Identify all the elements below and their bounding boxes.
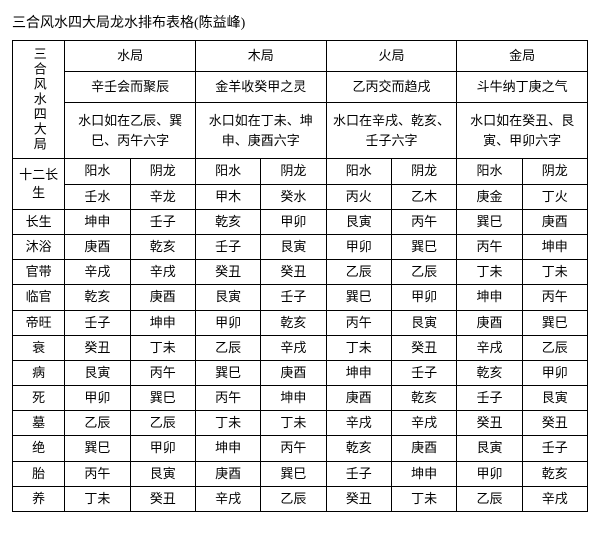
table-row: 绝 巽巳甲卯坤申丙午 乾亥庚酉艮寅壬子	[13, 436, 588, 461]
table-row: 病 艮寅丙午巽巳庚酉 坤申壬子乾亥甲卯	[13, 360, 588, 385]
motto-cell: 辛壬会而聚辰	[65, 72, 196, 103]
exit-cell: 水口如在丁未、坤申、庚酉六字	[195, 103, 326, 159]
exit-cell: 水口在辛戌、乾亥、壬子六字	[326, 103, 457, 159]
sub-header: 阴龙	[391, 159, 456, 184]
stage-header: 十二长生	[13, 159, 65, 209]
page-title: 三合风水四大局龙水排布表格(陈益峰)	[12, 12, 588, 32]
stage-label: 养	[13, 486, 65, 511]
stage-label: 衰	[13, 335, 65, 360]
table-row: 墓 乙辰乙辰丁未丁未 辛戌辛戌癸丑癸丑	[13, 411, 588, 436]
stage-label: 绝	[13, 436, 65, 461]
sub-header: 阳水	[457, 159, 522, 184]
table-row: 胎 丙午艮寅庚酉巽巳 壬子坤申甲卯乾亥	[13, 461, 588, 486]
table-row: 壬水辛龙甲木癸水 丙火乙木庚金丁火	[13, 184, 588, 209]
table-row: 沐浴 庚酉乾亥壬子艮寅 甲卯巽巳丙午坤申	[13, 234, 588, 259]
bureau-header: 火局	[326, 41, 457, 72]
stage-label: 临官	[13, 285, 65, 310]
stage-label: 墓	[13, 411, 65, 436]
sub-header: 阴龙	[522, 159, 587, 184]
motto-cell: 乙丙交而趋戌	[326, 72, 457, 103]
motto-cell: 金羊收癸甲之灵	[195, 72, 326, 103]
sub-header: 阳水	[65, 159, 130, 184]
table-row: 官带 辛戌辛戌癸丑癸丑 乙辰乙辰丁未丁未	[13, 260, 588, 285]
side-label: 三合风水四大局	[13, 41, 65, 159]
sub-header: 阴龙	[130, 159, 195, 184]
sub-header: 阳水	[326, 159, 391, 184]
stage-label: 死	[13, 386, 65, 411]
table-row: 养 丁未癸丑辛戌乙辰 癸丑丁未乙辰辛戌	[13, 486, 588, 511]
stage-label: 帝旺	[13, 310, 65, 335]
sub-header: 阳水	[195, 159, 260, 184]
table-row: 衰 癸丑丁未乙辰辛戌 丁未癸丑辛戌乙辰	[13, 335, 588, 360]
fengshui-table: 三合风水四大局 水局 木局 火局 金局 辛壬会而聚辰 金羊收癸甲之灵 乙丙交而趋…	[12, 40, 588, 512]
bureau-header: 水局	[65, 41, 196, 72]
bureau-header: 金局	[457, 41, 588, 72]
table-row: 长生 坤申壬子乾亥甲卯 艮寅丙午巽巳庚酉	[13, 209, 588, 234]
table-row: 帝旺 壬子坤申甲卯乾亥 丙午艮寅庚酉巽巳	[13, 310, 588, 335]
exit-cell: 水口如在癸丑、艮寅、甲卯六字	[457, 103, 588, 159]
table-row: 临官 乾亥庚酉艮寅壬子 巽巳甲卯坤申丙午	[13, 285, 588, 310]
table-row: 死 甲卯巽巳丙午坤申 庚酉乾亥壬子艮寅	[13, 386, 588, 411]
stage-label: 长生	[13, 209, 65, 234]
stage-label: 病	[13, 360, 65, 385]
bureau-header: 木局	[195, 41, 326, 72]
stage-label: 沐浴	[13, 234, 65, 259]
sub-header: 阴龙	[261, 159, 326, 184]
exit-cell: 水口如在乙辰、巽巳、丙午六字	[65, 103, 196, 159]
motto-cell: 斗牛纳丁庚之气	[457, 72, 588, 103]
stage-label: 胎	[13, 461, 65, 486]
stage-label: 官带	[13, 260, 65, 285]
